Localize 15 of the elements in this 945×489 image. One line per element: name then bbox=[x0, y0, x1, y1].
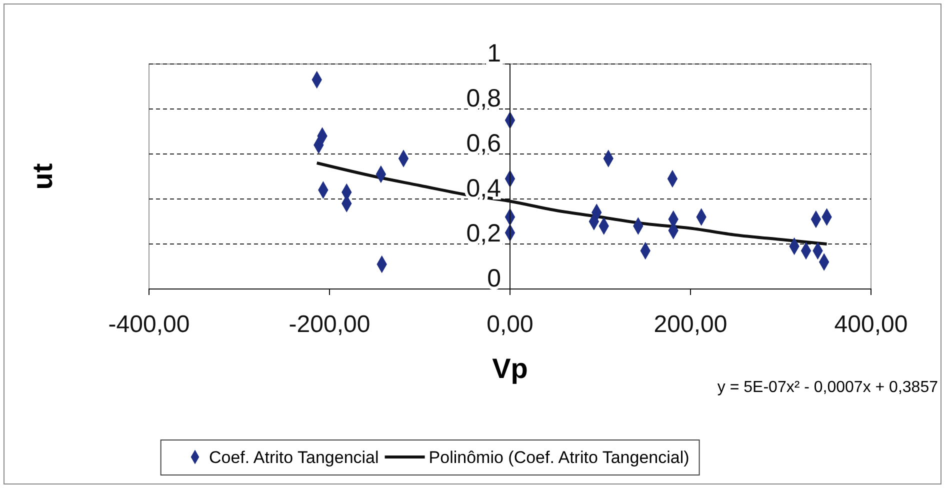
y-tick-label: 0,8 bbox=[466, 84, 501, 112]
x-tick-label: 200,00 bbox=[654, 311, 728, 338]
x-axis-title: Vp bbox=[492, 353, 528, 384]
x-tick-label: 400,00 bbox=[834, 311, 908, 338]
x-tick-label: -400,00 bbox=[108, 311, 190, 338]
y-tick-label: 0,2 bbox=[466, 220, 501, 248]
y-tick-label: 0 bbox=[487, 264, 501, 292]
text: y = 5E-07x² - 0,0007x + 0,3857 bbox=[717, 379, 938, 396]
y-tick-label: 0,6 bbox=[466, 130, 501, 158]
y-axis-title: ut bbox=[27, 163, 58, 190]
y-tick-label: 1 bbox=[487, 40, 501, 68]
x-tick-label: 0,00 bbox=[486, 311, 534, 338]
legend-label: Polinômio (Coef. Atrito Tangencial) bbox=[428, 448, 690, 467]
x-tick-label: -200,00 bbox=[288, 311, 370, 338]
legend-label: Coef. Atrito Tangencial bbox=[209, 448, 379, 467]
